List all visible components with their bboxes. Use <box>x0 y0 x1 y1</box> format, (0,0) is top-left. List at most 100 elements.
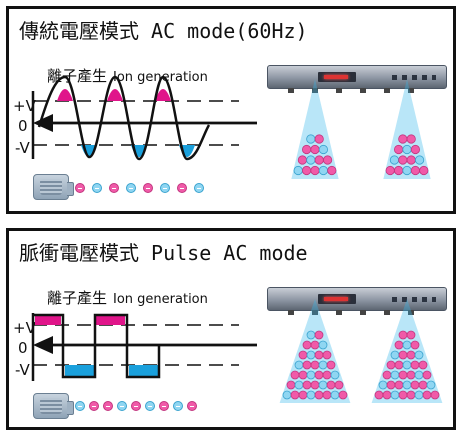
negative-ion-icon <box>390 370 400 380</box>
positive-ion-icon <box>406 390 416 400</box>
ion-pyramids-pulse <box>279 299 443 403</box>
ion-generation-label-pulse: 離子產生 Ion generation <box>47 287 208 308</box>
axis-label-zero: 0 <box>18 339 28 357</box>
positive-ion-icon <box>177 183 187 193</box>
positive-ion-icon <box>374 390 384 400</box>
positive-ion-icon <box>310 165 320 176</box>
positive-ion-icon <box>103 401 113 411</box>
positive-ion-icon <box>430 390 440 400</box>
negative-ion-icon <box>294 380 304 390</box>
positive-ion-icon <box>310 340 320 350</box>
positive-ion-icon <box>406 350 416 360</box>
axis-label-zero: 0 <box>18 117 28 135</box>
positive-ion-icon <box>143 183 153 193</box>
negative-ion-icon <box>414 350 424 360</box>
ac-mode-panel: 傳統電壓模式 AC mode(60Hz) 離子產生 Ion generation … <box>6 6 456 214</box>
positive-pulse-block-1 <box>35 315 61 325</box>
positive-ion-icon <box>187 401 197 411</box>
positive-ion-icon <box>322 155 333 165</box>
panel-title-ac: 傳統電壓模式 AC mode(60Hz) <box>19 19 308 43</box>
negative-ion-icon <box>318 340 328 350</box>
square-wave <box>33 313 161 379</box>
positive-ion-icon <box>410 144 420 155</box>
positive-ion-icon <box>322 350 332 360</box>
negative-ion-icon <box>117 401 127 411</box>
negative-ion-icon <box>402 340 412 350</box>
negative-ion-icon <box>389 155 399 165</box>
positive-ion-icon <box>290 370 300 380</box>
positive-ion-icon <box>422 370 432 380</box>
positive-ion-icon <box>410 380 420 390</box>
positive-ion-icon <box>398 390 408 400</box>
negative-ion-icon <box>306 155 316 165</box>
positive-ion-icon <box>398 350 408 360</box>
panel-title-pulse: 脈衝電壓模式 Pulse AC mode <box>19 241 308 265</box>
positive-ion-icon <box>385 165 395 176</box>
negative-ion-icon <box>414 390 424 400</box>
positive-ion-icon <box>398 330 408 340</box>
positive-ion-icon <box>298 370 308 380</box>
ion-label-zh: 離子產生 <box>47 67 108 85</box>
ion-label-zh: 離子產生 <box>47 289 108 307</box>
positive-ion-icon <box>314 390 324 400</box>
ion-glow-triangle <box>291 79 339 179</box>
negative-ion-icon <box>378 380 388 390</box>
negative-ion-icon <box>306 330 316 340</box>
positive-ion-icon <box>89 401 99 411</box>
negative-pulse-block-2 <box>129 365 159 377</box>
positive-ion-icon <box>418 360 428 370</box>
left-arrow-icon <box>33 336 53 354</box>
positive-ion-icon <box>131 401 141 411</box>
positive-ion-icon <box>326 380 336 390</box>
positive-ion-icon <box>302 360 312 370</box>
positive-peak-2 <box>107 89 123 101</box>
ion-label-en: Ion generation <box>113 292 208 307</box>
positive-ion-icon <box>290 390 300 400</box>
axis-label-minus-v: -V <box>15 139 30 157</box>
positive-ion-icon <box>406 134 416 144</box>
negative-ion-icon <box>306 390 316 400</box>
negative-ion-icon <box>318 380 328 390</box>
positive-ion-icon <box>286 380 296 390</box>
negative-ion-icon <box>402 360 412 370</box>
negative-ion-icon <box>402 144 412 155</box>
negative-ion-icon <box>92 183 102 193</box>
negative-ion-icon <box>426 380 436 390</box>
positive-ion-icon <box>338 390 348 400</box>
axis-label-minus-v: -V <box>15 361 30 379</box>
positive-ion-icon <box>298 390 308 400</box>
negative-ion-icon <box>282 390 292 400</box>
blower-icon <box>33 174 74 200</box>
positive-ion-icon <box>326 360 336 370</box>
positive-ion-icon <box>394 380 404 390</box>
positive-peak-1 <box>57 89 73 101</box>
negative-ion-icon <box>390 390 400 400</box>
negative-ion-icon <box>330 390 340 400</box>
negative-pulse-block-1 <box>65 365 95 377</box>
positive-ion-icon <box>398 134 408 144</box>
positive-pulse-block-2 <box>95 315 125 325</box>
positive-ion-icon <box>314 370 324 380</box>
positive-ion-icon <box>314 330 324 340</box>
positive-ion-icon <box>410 340 420 350</box>
positive-ion-icon <box>422 390 432 400</box>
positive-ion-icon <box>322 390 332 400</box>
positive-ion-icon <box>398 370 408 380</box>
positive-ion-icon <box>382 370 392 380</box>
positive-ion-icon <box>310 360 320 370</box>
negative-ion-icon <box>330 370 340 380</box>
ionizer-bar-icon <box>267 287 447 315</box>
positive-ion-icon <box>327 165 337 176</box>
negative-ion-icon <box>160 183 170 193</box>
positive-ion-icon <box>322 370 332 380</box>
negative-ion-icon <box>390 350 400 360</box>
pulse-ac-mode-panel: 脈衝電壓模式 Pulse AC mode 離子產生 Ion generation … <box>6 228 456 430</box>
positive-ion-icon <box>418 380 428 390</box>
negative-ion-icon <box>306 134 316 144</box>
positive-ion-icon <box>301 165 312 176</box>
positive-ion-icon <box>109 183 119 193</box>
negative-ion-icon <box>75 401 85 411</box>
negative-ion-icon <box>294 360 304 370</box>
blower-icon <box>33 393 74 419</box>
negative-ion-icon <box>402 165 412 176</box>
